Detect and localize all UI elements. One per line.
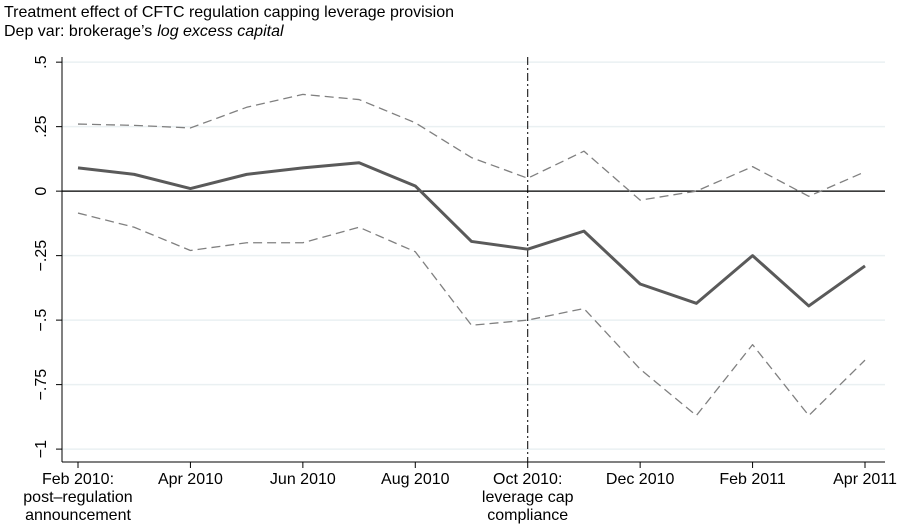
y-tick-label: −.5: [33, 309, 50, 332]
x-tick-label: Feb 2011: [719, 471, 786, 488]
x-tick-label: Jun 2010: [270, 471, 336, 488]
x-tick-label: compliance: [487, 507, 568, 524]
x-tick-label: Apr 2010: [158, 471, 223, 488]
x-tick-label: Oct 2010:: [493, 471, 562, 488]
x-tick-label: Apr 2011: [833, 471, 897, 488]
y-tick-label: −.25: [33, 240, 50, 272]
subtitle-text: Dep var: brokerage’s: [4, 23, 152, 40]
subtitle-italic: log excess capital: [157, 23, 284, 40]
series-line: [77, 93, 866, 201]
chart-title: Treatment effect of CFTC regulation capp…: [4, 4, 454, 21]
y-tick-label: .25: [33, 115, 50, 137]
x-tick-label: Dec 2010: [606, 471, 675, 488]
y-tick-label: .5: [33, 55, 50, 68]
series-line: [77, 212, 866, 417]
series-line: [77, 161, 866, 308]
x-tick-label: announcement: [25, 507, 131, 524]
y-tick-label: −.75: [33, 369, 50, 401]
y-tick-label: −1: [33, 440, 50, 458]
x-tick-label: Aug 2010: [381, 471, 450, 488]
y-tick-label: 0: [33, 187, 50, 196]
x-tick-label: leverage cap: [482, 489, 574, 506]
chart-subtitle: Dep var: brokerage’s log excess capital: [4, 23, 284, 40]
x-tick-label: post–regulation: [23, 489, 132, 506]
x-tick-label: Feb 2010:: [42, 471, 114, 488]
